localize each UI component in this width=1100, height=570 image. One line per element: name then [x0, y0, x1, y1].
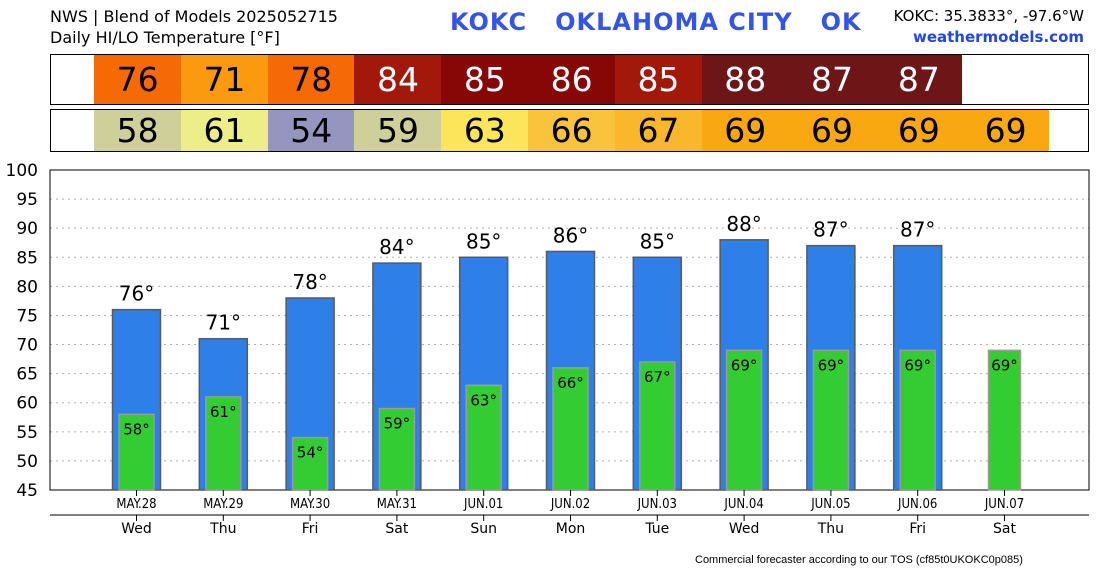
site-link[interactable]: weathermodels.com: [912, 28, 1084, 46]
x-weekday-label: Sun: [470, 521, 497, 537]
lo-value-label: 67°: [644, 368, 671, 386]
hi-value-label: 86°: [553, 223, 588, 247]
y-tick-label: 90: [16, 219, 38, 239]
lo-value-label: 54°: [297, 444, 324, 462]
lo-bar: [378, 407, 416, 491]
x-weekday-label: Wed: [729, 521, 760, 537]
lo-temp-cell: 63: [441, 110, 529, 151]
hi-temp-cell: 87: [788, 55, 876, 104]
lo-bar: [465, 384, 502, 491]
hi-value-label: 87°: [900, 218, 935, 242]
y-tick-label: 60: [16, 394, 38, 414]
lo-bar: [118, 413, 155, 491]
x-date-label: JUN.05: [810, 497, 850, 512]
lo-temp-cell: 69: [788, 110, 876, 151]
lo-value-label: 69°: [818, 356, 845, 374]
y-tick-label: 70: [16, 336, 38, 356]
y-tick-label: 75: [16, 306, 38, 326]
lo-bar: [899, 349, 936, 491]
x-date-label: MAY.28: [116, 497, 156, 512]
x-weekday-label: Wed: [121, 521, 152, 537]
x-date-label: JUN.02: [550, 497, 590, 512]
lo-bar: [291, 436, 329, 491]
hi-temp-cell: 78: [267, 55, 355, 104]
lo-bar: [987, 349, 1022, 491]
lo-bar: [205, 396, 242, 491]
x-weekday-label: Fri: [302, 521, 319, 537]
x-date-label: MAY.30: [290, 497, 330, 512]
x-date-label: JUN.07: [984, 497, 1024, 512]
y-tick-label: 65: [16, 365, 38, 385]
lo-value-label: 63°: [470, 391, 497, 409]
chart-title: Daily HI/LO Temperature [°F]: [50, 28, 280, 47]
hi-temp-cell: 71: [180, 55, 269, 104]
x-weekday-label: Tue: [644, 521, 669, 537]
hi-temp-cell: 85: [441, 55, 529, 104]
x-date-label: JUN.06: [897, 497, 937, 512]
hi-temp-cell: 85: [614, 55, 703, 104]
lo-temp-cell: 69: [701, 110, 789, 151]
lo-value-label: 58°: [123, 420, 150, 438]
lo-value-label: 69°: [991, 356, 1018, 374]
lo-value-label: 69°: [904, 356, 931, 374]
x-date-label: MAY.31: [377, 497, 417, 512]
header-right: KOKC: 35.3833°, -97.6°W weathermodels.co…: [894, 6, 1084, 48]
lo-temp-cell: 66: [528, 110, 616, 151]
y-tick-label: 50: [16, 452, 38, 472]
hi-temp-strip: 76 71 78 84 85 86 85 88 87 87: [50, 54, 1089, 105]
footer-note: Commercial forecaster according to our T…: [695, 554, 1023, 566]
hi-temp-cell: 87: [875, 55, 963, 104]
x-date-label: JUN.04: [723, 497, 763, 512]
hi-temp-cell: 84: [354, 55, 442, 104]
x-weekday-label: Mon: [556, 521, 586, 537]
hi-value-label: 87°: [813, 218, 848, 242]
lo-value-label: 59°: [384, 415, 411, 433]
hi-temp-cell: 86: [528, 55, 616, 104]
hi-value-label: 88°: [726, 212, 761, 236]
y-tick-label: 95: [16, 190, 38, 210]
y-tick-label: 100: [6, 161, 38, 181]
hi-temp-cell: 76: [94, 55, 182, 104]
lo-temp-cell: 69: [875, 110, 963, 151]
lo-value-label: 69°: [731, 356, 758, 374]
x-weekday-label: Sat: [385, 521, 408, 537]
y-tick-label: 80: [16, 277, 38, 297]
lo-value-label: 66°: [557, 374, 584, 392]
hi-value-label: 85°: [640, 229, 675, 253]
y-tick-label: 85: [16, 248, 38, 268]
hi-value-label: 76°: [119, 282, 154, 306]
x-weekday-label: Fri: [909, 521, 926, 537]
station-coords: KOKC: 35.3833°, -97.6°W: [893, 7, 1084, 25]
station-title: KOKC OKLAHOMA CITY OK: [450, 8, 862, 36]
x-weekday-label: Sat: [993, 521, 1016, 537]
hi-value-label: 85°: [466, 229, 501, 253]
model-title: NWS | Blend of Models 2025052715: [50, 7, 338, 26]
lo-temp-cell: 59: [354, 110, 442, 151]
x-weekday-label: Thu: [817, 521, 844, 537]
lo-temp-cell: 61: [180, 110, 269, 151]
lo-bar: [552, 367, 589, 491]
lo-temp-cell: 58: [94, 110, 182, 151]
lo-value-label: 61°: [210, 403, 237, 421]
hi-value-label: 84°: [379, 235, 414, 259]
y-tick-label: 45: [16, 481, 38, 501]
lo-temp-cell: 69: [962, 110, 1050, 151]
x-weekday-label: Thu: [209, 521, 236, 537]
header-left: NWS | Blend of Models 2025052715 Daily H…: [50, 6, 338, 48]
lo-temp-cell: 67: [614, 110, 703, 151]
lo-temp-cell: 54: [267, 110, 355, 151]
hi-value-label: 71°: [206, 311, 241, 335]
y-tick-label: 55: [16, 423, 38, 443]
x-date-label: JUN.03: [637, 497, 677, 512]
hi-temp-cell: 88: [701, 55, 789, 104]
lo-bar: [639, 361, 676, 491]
lo-temp-strip: 58 61 54 59 63 66 67 69 69 69 69: [50, 109, 1089, 152]
x-date-label: JUN.01: [463, 497, 503, 512]
hi-value-label: 78°: [292, 270, 327, 294]
x-date-label: MAY.29: [203, 497, 243, 512]
